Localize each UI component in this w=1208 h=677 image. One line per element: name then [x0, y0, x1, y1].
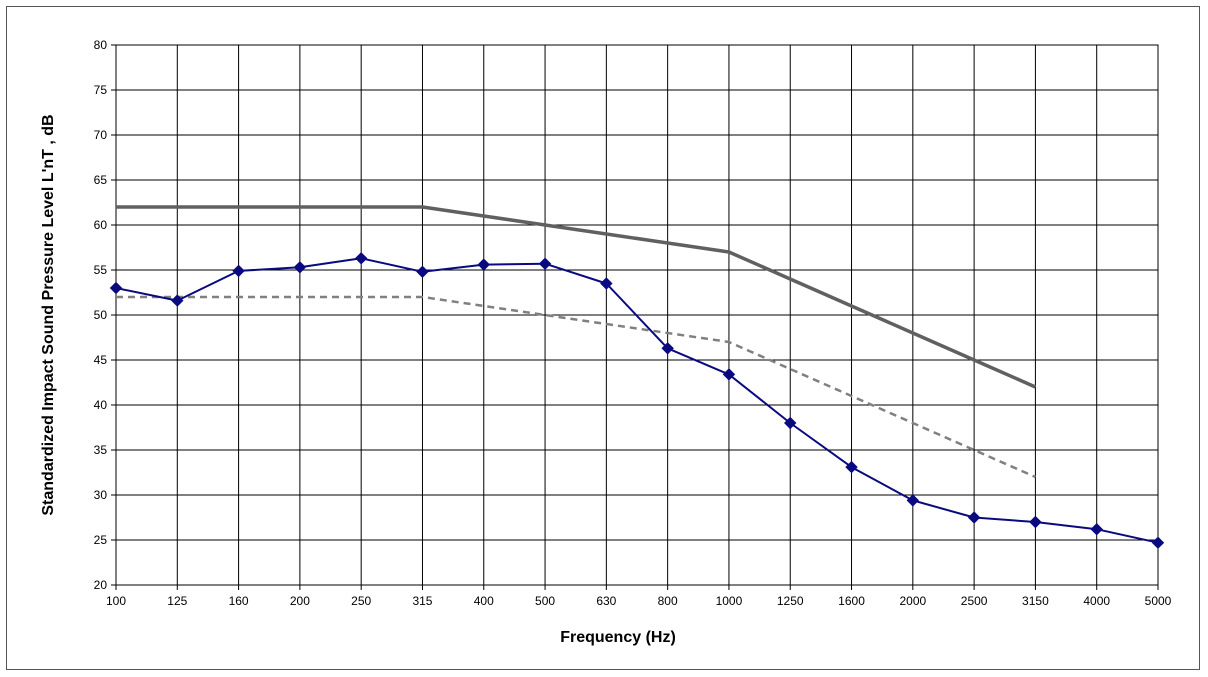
x-tick-label: 4000: [1083, 594, 1110, 608]
series-layer: [109, 205, 1165, 549]
data-point-marker: [845, 460, 858, 474]
y-tick-label: 65: [94, 173, 108, 187]
data-point-marker: [1151, 536, 1165, 549]
data-point-marker: [1029, 515, 1042, 529]
x-tick-label: 1000: [716, 594, 743, 608]
data-point-marker: [538, 257, 552, 270]
y-tick-label: 50: [94, 308, 108, 322]
data-point-marker: [600, 277, 613, 290]
x-axis-title: Frequency (Hz): [560, 629, 676, 646]
y-tick-label: 25: [94, 533, 108, 547]
x-tick-label: 2000: [899, 594, 926, 608]
x-tick-label: 630: [596, 594, 616, 608]
x-tick-label: 125: [167, 594, 187, 608]
y-tick-label: 45: [94, 353, 108, 367]
y-tick-label: 60: [94, 218, 108, 232]
ticks: 20 25 30 35 40 45 50 55 60 65 70 75 80 100 125 160 200 25…: [94, 38, 1172, 608]
x-tick-label: 500: [535, 594, 555, 608]
x-tick-label: 5000: [1145, 594, 1172, 608]
y-tick-label: 35: [94, 443, 108, 457]
data-point-marker: [906, 494, 920, 507]
data-point-marker: [477, 258, 490, 271]
x-tick-label: 1600: [838, 594, 865, 608]
data-point-marker: [722, 368, 736, 381]
data-point-marker: [354, 252, 368, 265]
x-tick-label: 1250: [777, 594, 804, 608]
series-line-2: [115, 257, 1159, 544]
x-tick-label: 250: [351, 594, 371, 608]
data-point-marker: [784, 416, 797, 430]
x-tick-label: 3150: [1022, 594, 1049, 608]
x-tick-label: 315: [412, 594, 432, 608]
y-tick-label: 75: [94, 83, 108, 97]
data-point-marker: [232, 264, 245, 278]
data-point-marker: [661, 342, 674, 355]
data-point-marker: [1090, 522, 1103, 536]
x-tick-label: 160: [229, 594, 249, 608]
y-tick-label: 20: [94, 578, 108, 592]
x-tick-label: 800: [658, 594, 678, 608]
x-tick-label: 100: [106, 594, 126, 608]
y-tick-label: 80: [94, 38, 108, 52]
data-point-marker: [109, 281, 123, 295]
data-point-marker: [293, 261, 307, 274]
y-axis-title: Standardized Impact Sound Pressure Level…: [40, 114, 57, 515]
series-line-1: [116, 295, 1036, 479]
y-tick-label: 30: [94, 488, 108, 502]
x-tick-label: 200: [290, 594, 310, 608]
x-tick-label: 2500: [961, 594, 988, 608]
y-tick-label: 40: [94, 398, 108, 412]
x-tick-label: 400: [474, 594, 494, 608]
data-point-marker: [171, 294, 184, 307]
series-line-0: [116, 205, 1037, 389]
y-tick-label: 70: [94, 128, 108, 142]
data-point-marker: [967, 511, 981, 524]
data-point-marker: [416, 265, 429, 279]
y-tick-label: 55: [94, 263, 108, 277]
